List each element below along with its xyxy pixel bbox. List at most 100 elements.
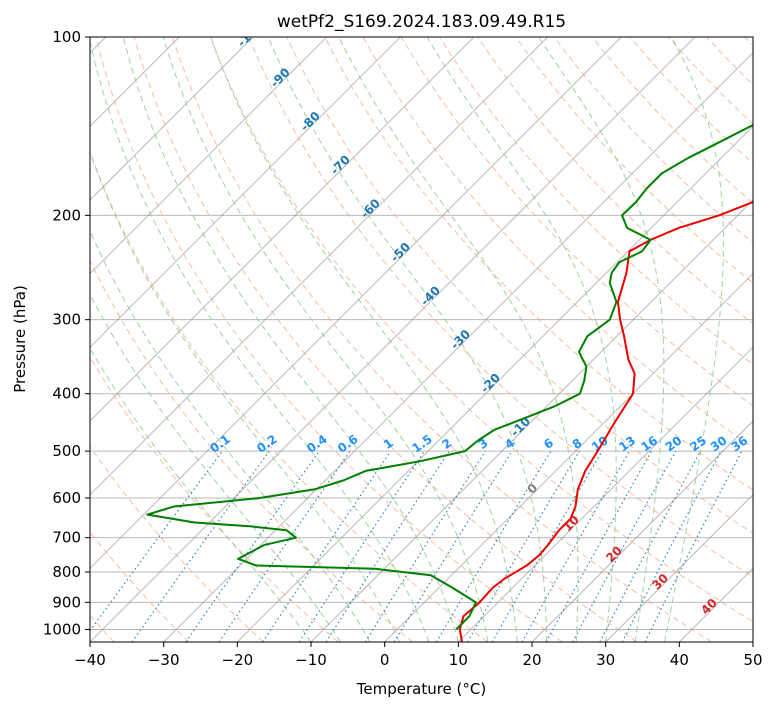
- moist-adiabat-line: [267, 37, 548, 642]
- y-tick-label: 800: [52, 563, 81, 581]
- x-tick-label: −40: [74, 651, 106, 669]
- mixing-ratio-line: [218, 450, 351, 642]
- y-tick-label: 900: [52, 593, 81, 611]
- y-tick-label: 600: [52, 489, 81, 507]
- mixing-ratio-label: 0.6: [335, 432, 360, 456]
- moist-adiabat-line: [90, 39, 430, 642]
- moist-adiabat-line: [537, 37, 665, 642]
- mixing-ratio-line: [435, 450, 552, 642]
- isotherm-label: -20: [478, 371, 503, 396]
- dry-adiabat-line: [90, 259, 414, 642]
- dry-adiabat-line: [95, 37, 563, 642]
- isotherm-line: [678, 567, 753, 642]
- isotherm-label: -40: [418, 283, 443, 308]
- mixing-ratio-line: [466, 450, 580, 642]
- dry-adiabat-line: [706, 37, 753, 86]
- isotherm-label: 20: [603, 543, 625, 565]
- y-tick-label: 100: [52, 28, 81, 46]
- y-tick-label: 200: [52, 206, 81, 224]
- isotherm-label: -60: [358, 196, 383, 221]
- isotherm-label: -100: [235, 19, 266, 50]
- moist-adiabat-line: [90, 293, 341, 642]
- mixing-ratio-line: [298, 450, 425, 642]
- mixing-ratio-line: [90, 450, 223, 632]
- moist-adiabat-line: [90, 229, 371, 642]
- dry-adiabat-line: [133, 37, 638, 642]
- moist-adiabat-line: [210, 37, 518, 642]
- isotherm-line: [236, 125, 753, 642]
- isotherm-line: [531, 420, 753, 642]
- x-tick-label: 40: [670, 651, 689, 669]
- mixing-ratio-line: [393, 450, 513, 642]
- reference-lines: [90, 37, 753, 642]
- dry-adiabat-line: [400, 37, 753, 407]
- moist-adiabat-line: [664, 37, 724, 642]
- isotherm-line: [90, 37, 622, 570]
- y-tick-label: 400: [52, 385, 81, 403]
- y-tick-label: 500: [52, 442, 81, 460]
- dry-adiabat-line: [515, 37, 753, 284]
- moist-adiabat-line: [162, 37, 489, 642]
- x-tick-label: 20: [522, 651, 541, 669]
- dry-adiabat-line: [248, 37, 753, 578]
- y-axis: 100 200 300 400 500 600 700 800 900 1000: [43, 28, 90, 638]
- mixing-ratio-line: [572, 450, 677, 642]
- moist-adiabat-line: [426, 37, 617, 642]
- mixing-ratio-line: [491, 450, 603, 642]
- moist-adiabat-line: [90, 347, 312, 642]
- dewpoint-profile-line: [146, 123, 753, 631]
- profile-series: [146, 123, 753, 642]
- isotherm-line: [457, 346, 753, 642]
- x-tick-label: −20: [222, 651, 254, 669]
- isotherm-line: [163, 51, 753, 642]
- dry-adiabat-line: [90, 445, 264, 642]
- isotherm-line: [90, 37, 475, 422]
- x-axis: −40 −30 −20 −10 0 10 20 30 40 50: [74, 642, 763, 669]
- dry-adiabat-line: [90, 356, 339, 642]
- moist-adiabat-line: [338, 37, 579, 642]
- isotherm-line: [605, 493, 753, 642]
- isotherm-label: 0: [524, 481, 540, 497]
- dry-adiabat-line: [629, 37, 753, 165]
- y-tick-label: 1000: [43, 620, 81, 638]
- isotherm-label: -30: [448, 327, 473, 352]
- dry-adiabat-line: [553, 37, 753, 244]
- isotherm-line: [752, 641, 753, 642]
- dry-adiabat-line: [477, 37, 753, 325]
- chart-title: wetPf2_S169.2024.183.09.49.R15: [277, 12, 566, 32]
- isotherm-line: [90, 37, 254, 201]
- mixing-ratio-label: 2: [440, 436, 455, 452]
- x-axis-label: Temperature (°C): [356, 680, 486, 698]
- dry-adiabat-line: [362, 37, 753, 449]
- x-tick-label: 10: [449, 651, 468, 669]
- dry-adiabat-line: [171, 37, 712, 642]
- isotherm-label: -80: [298, 109, 323, 134]
- isotherm-line: [90, 37, 549, 496]
- mixing-ratio-line: [364, 450, 486, 642]
- isotherm-label: -50: [388, 240, 413, 265]
- isotherm-label: 30: [649, 571, 671, 593]
- mixing-ratio-line: [262, 450, 392, 642]
- moist-adiabat-line: [90, 150, 400, 642]
- mixing-ratio-line: [131, 450, 270, 642]
- x-tick-label: −10: [295, 651, 327, 669]
- mixing-ratio-line: [325, 450, 450, 642]
- x-tick-label: −30: [148, 651, 180, 669]
- mixing-ratio-line: [521, 450, 631, 642]
- mixing-ratio-label: 1.5: [409, 432, 434, 456]
- dry-adiabat-line: [668, 37, 753, 125]
- isotherm-label: -70: [328, 152, 353, 177]
- x-tick-label: 30: [596, 651, 615, 669]
- mixing-ratio-label: 6: [541, 436, 556, 452]
- moist-adiabat-line: [122, 37, 459, 642]
- y-axis-label: Pressure (hPa): [11, 285, 29, 393]
- isotherm-line: [90, 37, 328, 275]
- isotherm-line: [384, 272, 753, 642]
- dry-adiabat-line: [591, 37, 753, 204]
- isotherm-line: [90, 37, 401, 349]
- mixing-ratio-line: [545, 450, 653, 642]
- x-tick-label: 50: [743, 651, 762, 669]
- temperature-profile-line: [458, 201, 753, 642]
- mixing-ratio-label: 0.1: [207, 432, 232, 456]
